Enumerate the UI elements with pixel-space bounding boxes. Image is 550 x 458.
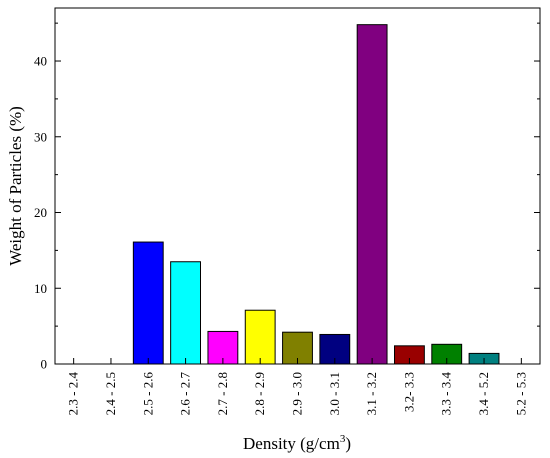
y-tick-label: 30 bbox=[34, 129, 47, 144]
x-tick-label: 3.0 - 3.1 bbox=[327, 372, 342, 415]
x-tick-label: 2.9 - 3.0 bbox=[290, 372, 305, 415]
x-axis-title: Density (g/cm3) bbox=[243, 433, 351, 453]
y-axis-title: Weight of Particles (%) bbox=[6, 106, 25, 266]
x-tick-label: 2.6 - 2.7 bbox=[178, 372, 193, 416]
x-tick-label: 3.2- 3.3 bbox=[401, 372, 416, 412]
x-tick-label: 2.4 - 2.5 bbox=[103, 372, 118, 415]
x-tick-label: 2.7 - 2.8 bbox=[215, 372, 230, 415]
x-tick-label: 3.3 - 3.4 bbox=[439, 372, 454, 416]
y-axis: 0 10 20 30 40 bbox=[34, 22, 61, 372]
y-tick-label: 20 bbox=[34, 205, 47, 220]
y-tick-label: 40 bbox=[34, 54, 47, 69]
right-axis-ticks bbox=[534, 22, 540, 365]
bar bbox=[356, 24, 388, 365]
bar bbox=[132, 241, 164, 365]
x-axis-title-main: Density (g/cm bbox=[243, 434, 340, 453]
x-axis-title-superscript: 3 bbox=[340, 433, 346, 445]
x-tick-label: 3.1 - 3.2 bbox=[364, 372, 379, 415]
x-tick-label: 5.2 - 5.3 bbox=[513, 372, 528, 415]
x-tick-label: 2.8 - 2.9 bbox=[252, 372, 267, 415]
bar bbox=[170, 261, 201, 365]
y-tick-label: 10 bbox=[34, 281, 47, 296]
x-axis: 2.3 - 2.4 2.4 - 2.5 2.5 - 2.6 2.6 - 2.7 2.7 … bbox=[66, 358, 528, 416]
bar bbox=[244, 309, 276, 365]
x-tick-label: 2.3 - 2.4 bbox=[66, 372, 81, 416]
y-tick-label: 0 bbox=[41, 357, 48, 372]
x-tick-label: 2.5 - 2.6 bbox=[140, 372, 155, 416]
plot-frame bbox=[54, 7, 541, 365]
x-tick-label: 3.4 - 5.2 bbox=[476, 372, 491, 415]
x-axis-title-end: ) bbox=[345, 434, 351, 453]
